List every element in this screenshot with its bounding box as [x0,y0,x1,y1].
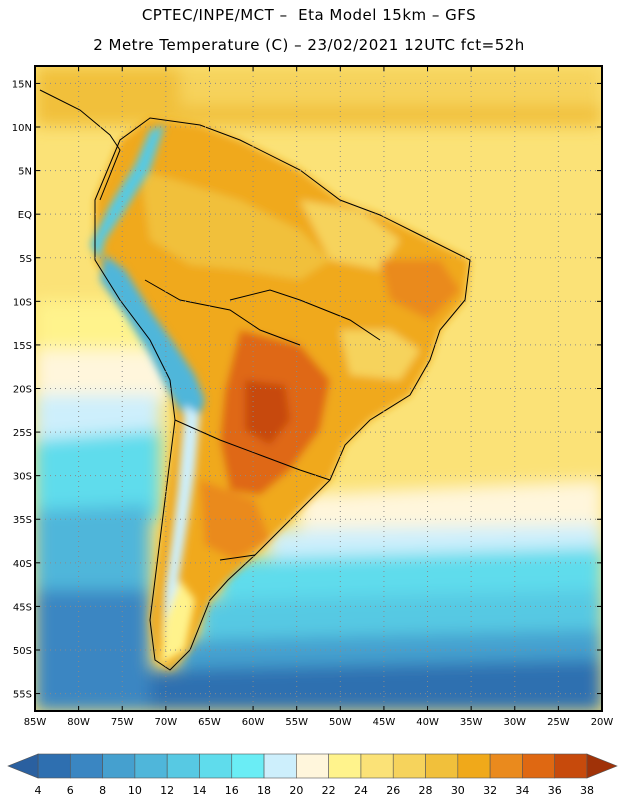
lat-label: 15S [13,341,32,352]
colorbar-label: 24 [354,784,368,797]
colorbar-swatch [392,753,426,779]
colorbar-swatch [166,753,200,779]
lat-label: 25S [13,428,32,439]
lat-label: 40S [13,559,32,570]
map-title-line1: CPTEC/INPE/MCT – Eta Model 15km – GFS [141,6,477,24]
lat-label: 35S [13,515,32,526]
lon-label: 60W [242,717,265,728]
lon-label: 65W [198,717,221,728]
lon-label: 35W [460,717,483,728]
colorbar-label: 20 [289,784,303,797]
lon-label: 70W [155,717,178,728]
colorbar-label: 6 [67,784,74,797]
colorbar-label: 34 [515,784,529,797]
colorbar-label: 4 [35,784,42,797]
colorbar-label: 8 [99,784,106,797]
lon-label: 20W [591,717,614,728]
lat-label: 15N [12,79,32,90]
colorbar-swatch [457,753,491,779]
lat-label: 55S [13,690,32,701]
colorbar-swatch [69,753,103,779]
colorbar-swatch [263,753,297,779]
colorbar-swatch [522,753,556,779]
colorbar-label: 14 [192,784,206,797]
colorbar-swatch [199,753,233,779]
lon-label: 25W [547,717,570,728]
lon-label: 80W [67,717,90,728]
map-title-line2: 2 Metre Temperature (C) – 23/02/2021 12U… [93,36,525,54]
lat-label: 20S [13,385,32,396]
temperature-field [35,66,602,711]
colorbar-label: 26 [386,784,400,797]
colorbar-swatch [425,753,459,779]
lon-label: 45W [373,717,396,728]
colorbar-swatch [328,753,362,779]
lon-label: 75W [111,717,134,728]
colorbar-label: 30 [451,784,465,797]
lat-label: 10N [12,123,32,134]
lon-label: 40W [416,717,439,728]
colorbar-label: 22 [322,784,336,797]
colorbar-swatch [489,753,523,779]
colorbar-swatch [102,753,136,779]
lat-label: 10S [13,297,32,308]
colorbar-high-arrow [586,753,618,779]
colorbar-swatch [554,753,588,779]
lon-label: 50W [329,717,352,728]
lat-label: 30S [13,472,32,483]
colorbar-label: 12 [160,784,174,797]
lat-label: 5N [18,167,32,178]
colorbar-low-arrow [7,753,39,779]
colorbar: 4 6 8 10 12 14 16 18 20 22 24 26 28 30 32 34 36 38 [7,753,618,797]
colorbar-swatch [296,753,329,779]
lat-label: EQ [18,210,32,221]
colorbar-label: 28 [419,784,433,797]
lon-label: 85W [24,717,47,728]
colorbar-label: 36 [548,784,562,797]
colorbar-swatch [134,753,168,779]
colorbar-label: 16 [225,784,239,797]
lat-label: 50S [13,646,32,657]
colorbar-swatch [37,753,71,779]
colorbar-swatch [231,753,265,779]
lon-label: 30W [503,717,526,728]
lat-label: 5S [19,254,32,265]
colorbar-label: 18 [257,784,271,797]
colorbar-swatch [360,753,394,779]
colorbar-label: 38 [580,784,594,797]
lat-label: 45S [13,602,32,613]
lon-label: 55W [285,717,308,728]
colorbar-label: 10 [128,784,142,797]
colorbar-label: 32 [483,784,497,797]
